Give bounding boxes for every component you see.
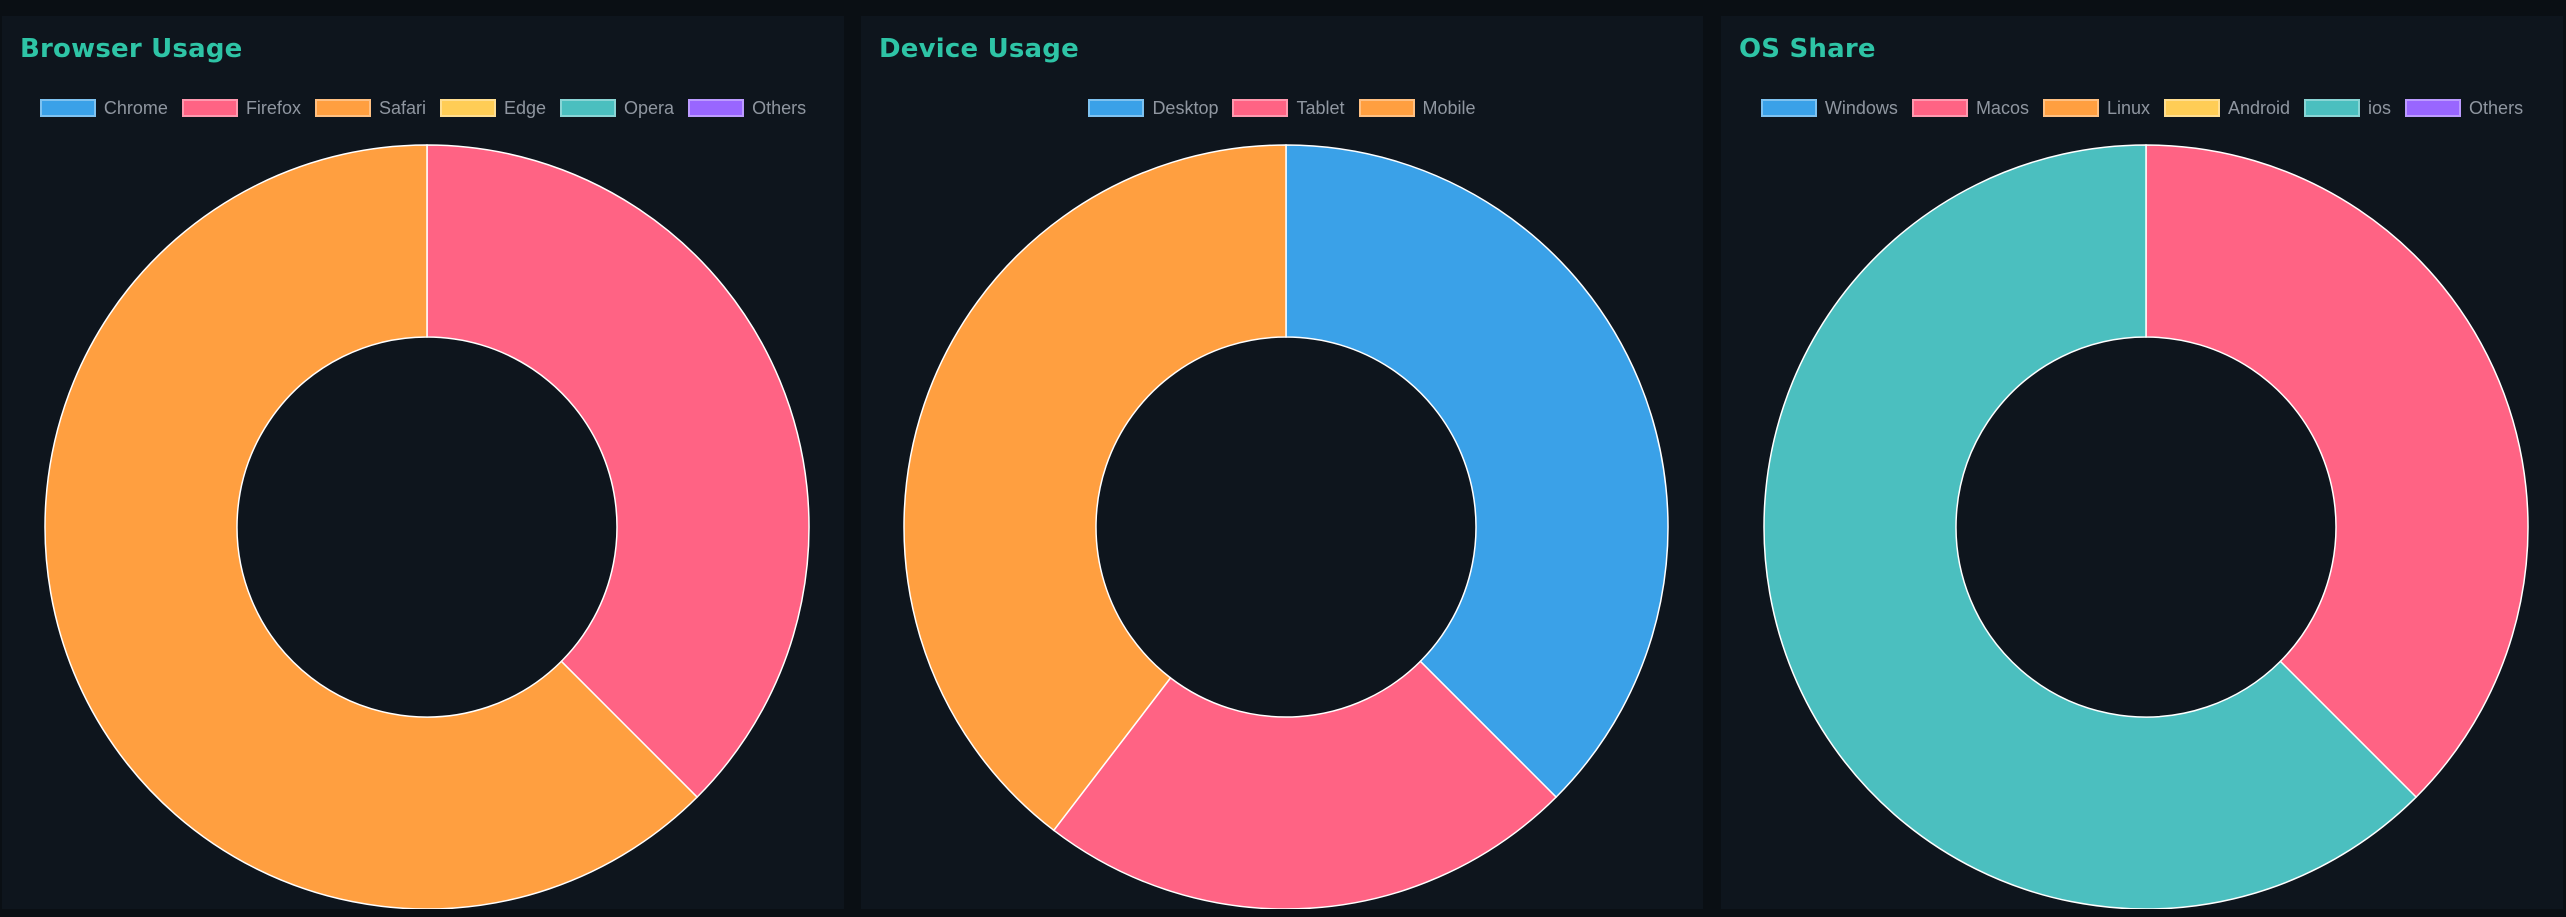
chart-legend: Chrome Firefox Safari Edge Opera Others <box>2 95 844 121</box>
legend-swatch <box>1911 99 1968 117</box>
slice-firefox[interactable] <box>426 144 810 799</box>
legend-item-tablet[interactable]: Tablet <box>1232 97 1345 119</box>
legend-item-safari[interactable]: Safari <box>314 97 426 119</box>
legend-item-firefox[interactable]: Firefox <box>181 97 301 119</box>
legend-label: Desktop <box>1152 97 1219 118</box>
legend-item-others[interactable]: Others <box>2405 98 2523 119</box>
slice-desktop[interactable] <box>1285 144 1669 799</box>
legend-label: Others <box>752 97 807 118</box>
donut-chart <box>1763 144 2529 909</box>
legend-swatch <box>2042 99 2099 117</box>
panel-title: Device Usage <box>879 34 1079 64</box>
donut-chart <box>903 144 1669 909</box>
chart-legend: Windows Macos Linux Android ios Others <box>1721 95 2563 121</box>
legend-swatch <box>2163 99 2220 117</box>
legend-swatch <box>39 99 96 117</box>
legend-item-windows[interactable]: Windows <box>1760 97 1898 119</box>
legend-item-opera[interactable]: Opera <box>560 98 674 119</box>
legend-swatch <box>1088 99 1145 117</box>
device-usage-panel: Device Usage Desktop Tablet Mobile <box>861 16 1703 909</box>
slice-safari[interactable] <box>44 144 699 909</box>
legend-label: Macos <box>1975 97 2029 118</box>
slice-macos[interactable] <box>2145 144 2529 799</box>
panel-title: Browser Usage <box>20 34 243 64</box>
legend-item-mobile[interactable]: Mobile <box>1358 97 1476 119</box>
legend-item-desktop[interactable]: Desktop <box>1088 98 1218 119</box>
legend-label: Opera <box>624 97 675 118</box>
legend-swatch <box>1760 99 1817 117</box>
legend-item-chrome[interactable]: Chrome <box>39 97 168 119</box>
legend-label: Tablet <box>1296 97 1345 118</box>
legend-swatch <box>314 99 371 117</box>
slice-tablet[interactable] <box>1052 660 1558 909</box>
legend-swatch <box>1232 99 1289 117</box>
legend-label: Edge <box>503 97 547 118</box>
legend-swatch <box>181 99 238 117</box>
legend-label: ios <box>2368 97 2392 118</box>
slice-ios[interactable] <box>1763 144 2418 909</box>
os-share-panel: OS Share Windows Macos Linux Android ios Othe… <box>1721 16 2563 909</box>
legend-swatch <box>2304 99 2361 117</box>
legend-label: Chrome <box>103 97 168 118</box>
legend-label: Others <box>2469 97 2524 118</box>
legend-label: Windows <box>1824 97 1898 118</box>
slice-mobile[interactable] <box>903 144 1287 832</box>
browser-usage-panel: Browser Usage Chrome Firefox Safari Edge Ope… <box>2 16 844 909</box>
panel-title: OS Share <box>1739 34 1876 64</box>
legend-label: Safari <box>378 97 426 118</box>
legend-label: Firefox <box>245 97 301 118</box>
legend-swatch <box>560 99 617 117</box>
legend-swatch <box>439 99 496 117</box>
legend-swatch <box>2405 99 2462 117</box>
legend-item-macos[interactable]: Macos <box>1911 97 2029 119</box>
donut-chart <box>44 144 810 909</box>
legend-item-android[interactable]: Android <box>2163 97 2291 119</box>
legend-item-linux[interactable]: Linux <box>2042 97 2150 119</box>
chart-legend: Desktop Tablet Mobile <box>861 95 1703 121</box>
legend-item-edge[interactable]: Edge <box>439 97 547 119</box>
legend-item-ios[interactable]: ios <box>2304 98 2391 119</box>
legend-item-others[interactable]: Others <box>688 98 806 119</box>
legend-swatch <box>688 99 745 117</box>
legend-label: Android <box>2227 97 2291 118</box>
legend-label: Linux <box>2106 97 2150 118</box>
legend-swatch <box>1358 99 1415 117</box>
legend-label: Mobile <box>1422 97 1476 118</box>
